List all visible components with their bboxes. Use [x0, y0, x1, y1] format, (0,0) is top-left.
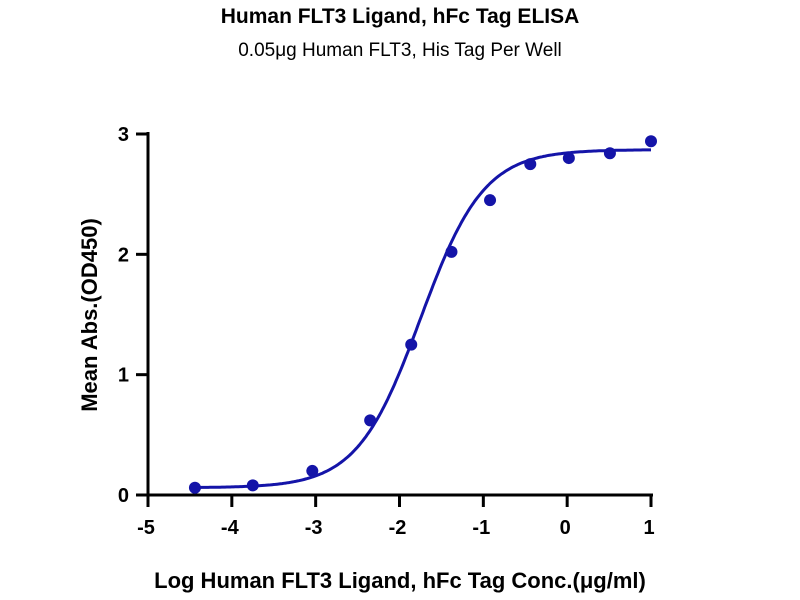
y-tick-label: 0	[118, 485, 129, 507]
x-tick-label: -1	[472, 517, 490, 539]
data-point	[524, 158, 537, 171]
x-axis-label: Log Human FLT3 Ligand, hFc Tag Conc.(μg/…	[154, 568, 646, 593]
data-point	[562, 152, 575, 165]
data-point	[603, 147, 616, 160]
x-tick-label: 0	[560, 517, 571, 539]
data-point	[405, 338, 418, 351]
x-tick-label: -3	[305, 517, 323, 539]
x-tick-label: -4	[221, 517, 240, 539]
y-tick-label: 2	[118, 244, 129, 266]
x-tick-label: 1	[643, 517, 654, 539]
fit-curve	[194, 148, 651, 489]
data-point	[364, 414, 377, 427]
x-tick-label: -2	[389, 517, 407, 539]
data-points	[188, 135, 657, 494]
data-point	[484, 194, 497, 207]
data-point	[246, 479, 259, 492]
data-point	[445, 245, 458, 258]
chart-subtitle: 0.05μg Human FLT3, His Tag Per Well	[238, 40, 562, 61]
axes: -5 -4 -3 -2 -1 0 1 0 1 2 3	[118, 124, 655, 539]
data-point	[188, 481, 201, 494]
data-point	[645, 135, 657, 148]
y-tick-label: 1	[118, 365, 129, 387]
data-point	[306, 464, 319, 477]
chart-title: Human FLT3 Ligand, hFc Tag ELISA	[220, 5, 580, 28]
fit-curve-group	[194, 148, 651, 489]
y-axis-label: Mean Abs.(OD450)	[77, 218, 102, 412]
y-tick-label: 3	[118, 124, 129, 146]
x-tick-label: -5	[137, 517, 155, 539]
